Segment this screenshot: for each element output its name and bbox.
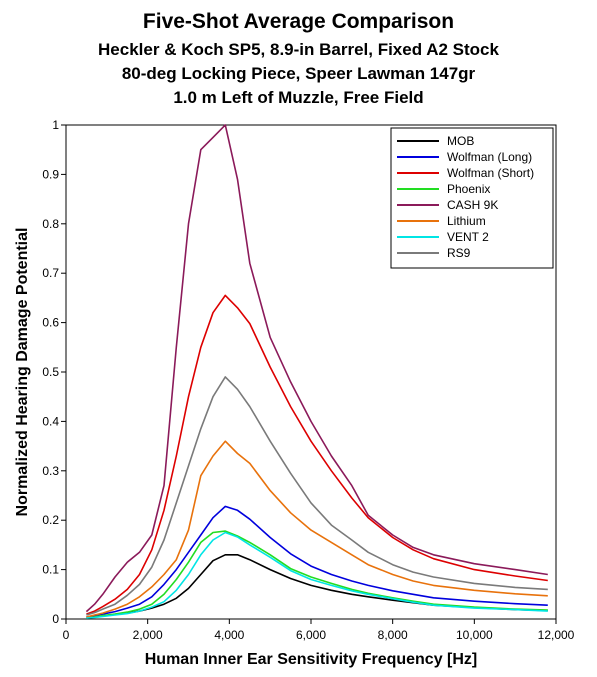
x-axis-ticks: 0 2,000 4,000 6,000 8,000 10,000 12,000: [63, 619, 575, 642]
legend-label: CASH 9K: [447, 198, 498, 212]
series-line-wolfman-short: [86, 294, 548, 615]
x-tick-label: 10,000: [456, 628, 493, 642]
y-axis-label: Normalized Hearing Damage Potential: [14, 228, 31, 517]
legend-label: MOB: [447, 134, 474, 148]
series-line-phoenix: [86, 530, 548, 619]
y-tick-label: 0.9: [42, 167, 59, 181]
y-tick-label: 0.8: [42, 217, 59, 231]
legend-box: [390, 127, 554, 269]
legend-label: Lithium: [447, 214, 486, 228]
series-line-vent-2: [86, 531, 548, 619]
chart-title: Five-Shot Average Comparison: [142, 10, 455, 33]
chart-subtitle-line-2: 80-deg Locking Piece, Speer Lawman 147gr: [121, 64, 476, 83]
legend-label: RS9: [447, 246, 471, 260]
x-axis-label: Human Inner Ear Sensitivity Frequency [H…: [145, 651, 478, 668]
y-tick-label: 0.7: [42, 266, 59, 280]
x-tick-label: 0: [63, 628, 70, 642]
x-tick-label: 6,000: [296, 628, 326, 642]
legend-label: Phoenix: [447, 182, 490, 196]
legend: MOB Wolfman (Long) Wolfman (Short) Phoenix C…: [390, 127, 554, 269]
legend-label: VENT 2: [447, 230, 489, 244]
x-tick-label: 12,000: [538, 628, 575, 642]
y-tick-label: 0.2: [42, 513, 59, 527]
chart-subtitle-line-3: 1.0 m Left of Muzzle, Free Field: [173, 88, 424, 107]
y-tick-label: 0.6: [42, 316, 59, 330]
x-tick-label: 8,000: [378, 628, 408, 642]
series-lines: [85, 124, 548, 619]
y-tick-label: 0.4: [42, 414, 59, 428]
y-tick-label: 0.5: [42, 365, 59, 379]
x-tick-label: 4,000: [214, 628, 244, 642]
y-axis-ticks: 0 0.1 0.2 0.3 0.4 0.5 0.6 0.7 0.8 0.9 1: [42, 118, 66, 626]
legend-label: Wolfman (Long): [447, 150, 532, 164]
x-tick-label: 2,000: [133, 628, 163, 642]
series-line-cash-9k: [85, 124, 548, 613]
chart-subtitle-line-1: Heckler & Koch SP5, 8.9-in Barrel, Fixed…: [98, 40, 499, 59]
y-tick-label: 0.1: [42, 563, 59, 577]
y-tick-label: 0: [52, 612, 59, 626]
y-tick-label: 0.3: [42, 464, 59, 478]
series-line-rs9: [86, 376, 548, 616]
y-tick-label: 1: [52, 118, 59, 132]
legend-label: Wolfman (Short): [447, 166, 534, 180]
series-line-lithium: [86, 440, 548, 618]
series-line-wolfman-long: [86, 505, 548, 618]
